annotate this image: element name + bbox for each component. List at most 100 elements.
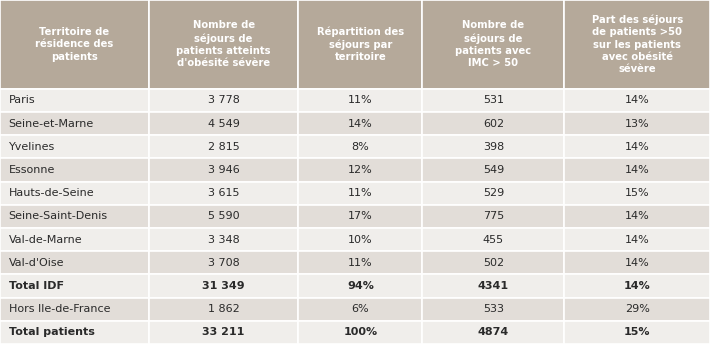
Bar [564,298,710,321]
Bar [0,135,149,158]
Text: Nombre de
séjours de
patients atteints
d'obésité sévère: Nombre de séjours de patients atteints d… [176,20,271,68]
Text: 29%: 29% [625,304,650,314]
Bar [564,158,710,182]
Bar [0,205,149,228]
Text: Essonne: Essonne [9,165,55,175]
Bar [149,112,298,135]
Bar [298,89,422,112]
Bar [149,135,298,158]
Bar [422,228,564,251]
Bar [149,205,298,228]
Text: Val-d'Oise: Val-d'Oise [9,258,64,268]
Text: 14%: 14% [624,281,650,291]
Bar [149,298,298,321]
Bar [422,158,564,182]
Text: Total patients: Total patients [9,327,94,337]
Text: Territoire de
résidence des
patients: Territoire de résidence des patients [36,27,114,62]
Text: Seine-Saint-Denis: Seine-Saint-Denis [9,211,108,222]
Bar [422,89,564,112]
Bar [149,251,298,275]
Bar [422,321,564,344]
Bar [0,275,149,298]
Bar [422,135,564,158]
Bar [564,205,710,228]
Text: 3 708: 3 708 [208,258,239,268]
Text: 529: 529 [483,188,504,198]
Bar [149,275,298,298]
Bar [0,0,149,89]
Bar [149,228,298,251]
Text: Seine-et-Marne: Seine-et-Marne [9,119,94,129]
Bar [298,135,422,158]
Text: 4874: 4874 [478,327,509,337]
Text: 31 349: 31 349 [202,281,245,291]
Bar [0,112,149,135]
Bar [298,321,422,344]
Bar [298,112,422,135]
Text: 14%: 14% [625,211,650,222]
Text: Nombre de
séjours de
patients avec
IMC > 50: Nombre de séjours de patients avec IMC >… [455,20,532,68]
Text: 15%: 15% [625,188,650,198]
Text: 531: 531 [483,95,504,105]
Text: Part des séjours
de patients >50
sur les patients
avec obésité
sévère: Part des séjours de patients >50 sur les… [591,14,683,74]
Text: 6%: 6% [351,304,369,314]
Bar [564,228,710,251]
Bar [564,112,710,135]
Text: 2 815: 2 815 [208,142,239,152]
Bar [149,182,298,205]
Bar [149,158,298,182]
Bar [422,0,564,89]
Bar [298,158,422,182]
Bar [0,298,149,321]
Bar [0,321,149,344]
Text: 549: 549 [483,165,504,175]
Text: Total IDF: Total IDF [9,281,63,291]
Text: 33 211: 33 211 [202,327,245,337]
Bar [564,321,710,344]
Text: 3 348: 3 348 [208,235,239,245]
Bar [0,182,149,205]
Text: 11%: 11% [348,188,373,198]
Text: 14%: 14% [625,235,650,245]
Text: 1 862: 1 862 [208,304,239,314]
Bar [298,228,422,251]
Text: 4341: 4341 [478,281,509,291]
Text: 11%: 11% [348,258,373,268]
Bar [298,275,422,298]
Text: 3 778: 3 778 [208,95,239,105]
Text: 100%: 100% [343,327,378,337]
Bar [564,89,710,112]
Text: Val-de-Marne: Val-de-Marne [9,235,82,245]
Text: 775: 775 [483,211,504,222]
Bar [0,89,149,112]
Bar [298,298,422,321]
Text: 8%: 8% [351,142,369,152]
Bar [422,182,564,205]
Bar [564,182,710,205]
Bar [564,275,710,298]
Text: 398: 398 [483,142,504,152]
Text: 14%: 14% [625,142,650,152]
Bar [149,0,298,89]
Text: 17%: 17% [348,211,373,222]
Text: Paris: Paris [9,95,35,105]
Bar [422,112,564,135]
Text: 13%: 13% [625,119,650,129]
Bar [564,0,710,89]
Text: 15%: 15% [624,327,650,337]
Text: 11%: 11% [348,95,373,105]
Text: 94%: 94% [347,281,373,291]
Bar [0,228,149,251]
Bar [298,205,422,228]
Bar [298,182,422,205]
Text: 14%: 14% [348,119,373,129]
Bar [564,251,710,275]
Text: 14%: 14% [625,95,650,105]
Text: Yvelines: Yvelines [9,142,55,152]
Bar [422,205,564,228]
Bar [0,251,149,275]
Bar [149,321,298,344]
Text: 3 615: 3 615 [208,188,239,198]
Bar [0,158,149,182]
Bar [149,89,298,112]
